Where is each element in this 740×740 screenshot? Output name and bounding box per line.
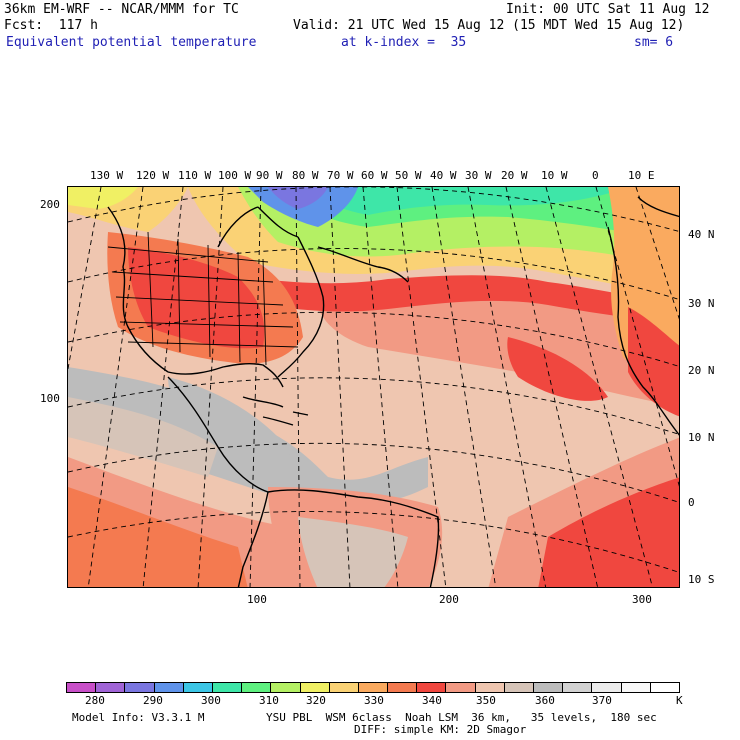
lat-label: 10 S bbox=[688, 573, 715, 586]
grid-y-label: 200 bbox=[40, 198, 60, 211]
grid-x-label: 200 bbox=[439, 593, 459, 606]
model-info: Model Info: V3.3.1 M bbox=[72, 711, 205, 724]
lon-label: 0 bbox=[592, 169, 599, 182]
lon-label: 90 W bbox=[256, 169, 283, 182]
colorbar-swatch bbox=[475, 683, 505, 692]
colorbar-tick-label: 370 bbox=[592, 694, 612, 707]
colorbar-swatch bbox=[388, 683, 418, 692]
colorbar-tick-label: 350 bbox=[476, 694, 496, 707]
lon-label: 10 W bbox=[541, 169, 568, 182]
lon-label: 60 W bbox=[361, 169, 388, 182]
valid-time: Valid: 21 UTC Wed 15 Aug 12 (15 MDT Wed … bbox=[293, 18, 685, 33]
theta-e-field bbox=[68, 187, 679, 587]
colorbar-swatch bbox=[446, 683, 476, 692]
colorbar-tick-label: 320 bbox=[306, 694, 326, 707]
colorbar-swatch bbox=[563, 683, 593, 692]
lon-label: 130 W bbox=[90, 169, 124, 182]
lat-label: 20 N bbox=[688, 364, 715, 377]
colorbar-swatch bbox=[417, 683, 447, 692]
lon-label: 20 W bbox=[501, 169, 528, 182]
lon-label: 30 W bbox=[465, 169, 492, 182]
colorbar-swatch bbox=[242, 683, 272, 692]
init-time: Init: 00 UTC Sat 11 Aug 12 bbox=[506, 2, 710, 17]
map-panel bbox=[67, 186, 680, 588]
colorbar-swatch bbox=[96, 683, 126, 692]
lat-label: 0 bbox=[688, 496, 695, 509]
colorbar-tick-label: 340 bbox=[422, 694, 442, 707]
lon-label: 100 W bbox=[218, 169, 252, 182]
colorbar-unit: K bbox=[676, 694, 683, 707]
lon-label: 80 W bbox=[292, 169, 319, 182]
colorbar-swatch bbox=[271, 683, 301, 692]
grid-x-label: 100 bbox=[247, 593, 267, 606]
political-borders bbox=[107, 231, 299, 366]
grid-y-label: 100 bbox=[40, 392, 60, 405]
physics-info: YSU PBL WSM 6class Noah LSM 36 km, 35 le… bbox=[266, 711, 657, 724]
smoothing-label: sm= 6 bbox=[634, 35, 674, 50]
lon-label: 70 W bbox=[327, 169, 354, 182]
lat-label: 10 N bbox=[688, 431, 715, 444]
coastlines bbox=[107, 196, 679, 587]
colorbar-swatch bbox=[154, 683, 184, 692]
field-name: Equivalent potential temperature bbox=[6, 35, 257, 50]
colorbar-swatch bbox=[592, 683, 622, 692]
colorbar-swatch bbox=[650, 683, 679, 692]
lon-label: 40 W bbox=[430, 169, 457, 182]
colorbar-swatch bbox=[534, 683, 564, 692]
colorbar-tick-label: 310 bbox=[259, 694, 279, 707]
lat-label: 40 N bbox=[688, 228, 715, 241]
colorbar-swatch bbox=[621, 683, 651, 692]
level-label: at k-index = 35 bbox=[341, 35, 467, 50]
colorbar-swatch bbox=[504, 683, 534, 692]
lon-label: 110 W bbox=[178, 169, 212, 182]
lon-label: 10 E bbox=[628, 169, 655, 182]
colorbar-tick-label: 330 bbox=[364, 694, 384, 707]
diffusion-info: DIFF: simple KM: 2D Smagor bbox=[354, 723, 527, 736]
model-title: 36km EM-WRF -- NCAR/MMM for TC bbox=[4, 2, 239, 17]
colorbar-tick-label: 280 bbox=[85, 694, 105, 707]
colorbar-tick-label: 360 bbox=[535, 694, 555, 707]
colorbar-tick-label: 290 bbox=[143, 694, 163, 707]
lon-label: 50 W bbox=[395, 169, 422, 182]
lon-label: 120 W bbox=[136, 169, 170, 182]
colorbar-swatch bbox=[212, 683, 243, 692]
colorbar-tick-label: 300 bbox=[201, 694, 221, 707]
colorbar-swatch bbox=[67, 683, 97, 692]
colorbar-swatch bbox=[125, 683, 155, 692]
colorbar-swatch bbox=[183, 683, 213, 692]
colorbar-swatch bbox=[300, 683, 330, 692]
colorbar-swatch bbox=[358, 683, 389, 692]
lat-label: 30 N bbox=[688, 297, 715, 310]
forecast-hour: Fcst: 117 h bbox=[4, 18, 98, 33]
lat-lon-grid bbox=[68, 187, 679, 587]
grid-x-label: 300 bbox=[632, 593, 652, 606]
colorbar-swatch bbox=[329, 683, 359, 692]
colorbar bbox=[66, 682, 680, 693]
